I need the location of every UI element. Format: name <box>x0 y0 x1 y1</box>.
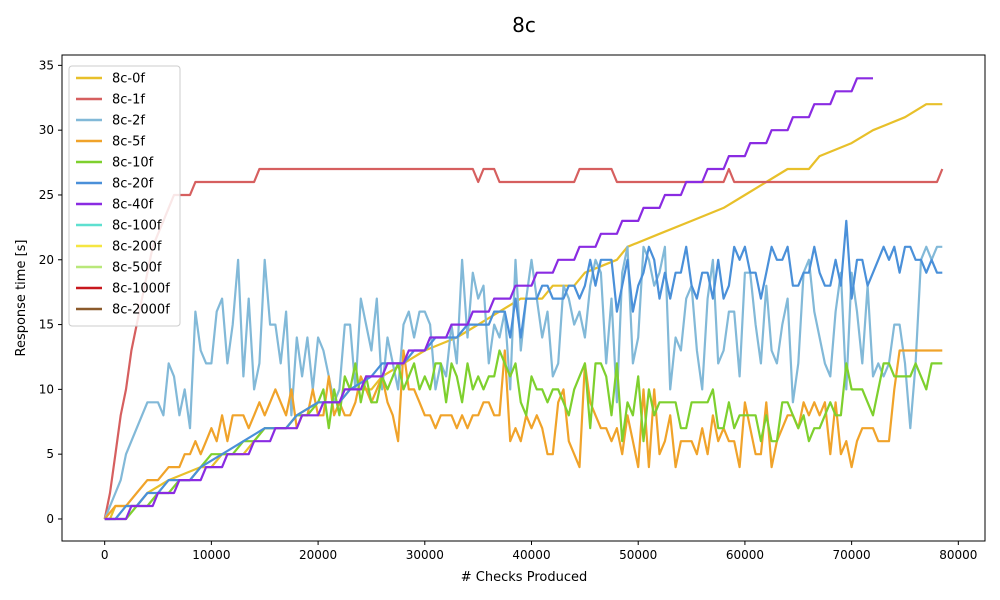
legend-label: 8c-40f <box>112 198 154 213</box>
x-tick-label: 40000 <box>512 548 550 562</box>
x-axis-label: # Checks Produced <box>461 570 587 585</box>
y-tick-label: 0 <box>46 512 54 526</box>
y-tick-label: 30 <box>39 123 54 137</box>
series-line-8c-10f <box>104 349 943 521</box>
x-tick-label: 30000 <box>406 548 444 562</box>
series-line-8c-20f <box>104 219 943 521</box>
x-tick-label: 60000 <box>726 548 764 562</box>
legend-label: 8c-0f <box>112 72 145 87</box>
legend-label: 8c-20f <box>112 177 154 192</box>
legend: 8c-0f 8c-1f 8c-2f 8c-5f 8c-10f 8c-20f 8c-40f 8c… <box>68 65 181 327</box>
x-tick-label: 0 <box>101 548 109 562</box>
legend-label: 8c-500f <box>112 261 162 276</box>
legend-label: 8c-100f <box>112 219 162 234</box>
x-tick-label: 80000 <box>939 548 977 562</box>
x-tick-label: 10000 <box>192 548 230 562</box>
legend-box <box>68 65 181 327</box>
legend-label: 8c-5f <box>112 135 145 150</box>
y-axis: 0 5 10 15 20 25 30 35 <box>39 58 62 526</box>
chart-title: 8c <box>512 13 536 37</box>
series-line-8c-2f <box>103 245 943 520</box>
y-tick-label: 35 <box>39 58 54 72</box>
x-tick-label: 20000 <box>299 548 337 562</box>
legend-label: 8c-200f <box>112 240 162 255</box>
legend-label: 8c-1000f <box>112 282 170 297</box>
plot-frame <box>61 54 986 542</box>
y-tick-label: 20 <box>39 253 54 267</box>
y-tick-label: 15 <box>39 318 54 332</box>
series-line-8c-5f <box>103 349 943 520</box>
x-tick-label: 70000 <box>833 548 871 562</box>
x-tick-label: 50000 <box>619 548 657 562</box>
legend-label: 8c-1f <box>112 93 145 108</box>
y-tick-label: 10 <box>39 382 54 396</box>
x-axis: 0 10000 20000 30000 40000 50000 60000 70000 8000… <box>101 541 977 562</box>
legend-label: 8c-2000f <box>112 303 170 318</box>
y-tick-label: 25 <box>39 188 54 202</box>
y-axis-label: Response time [s] <box>14 240 29 357</box>
legend-label: 8c-10f <box>112 156 154 171</box>
series-layer <box>103 77 944 521</box>
legend-label: 8c-2f <box>112 114 145 129</box>
series-line-8c-40f <box>104 77 873 521</box>
y-tick-label: 5 <box>46 447 54 461</box>
